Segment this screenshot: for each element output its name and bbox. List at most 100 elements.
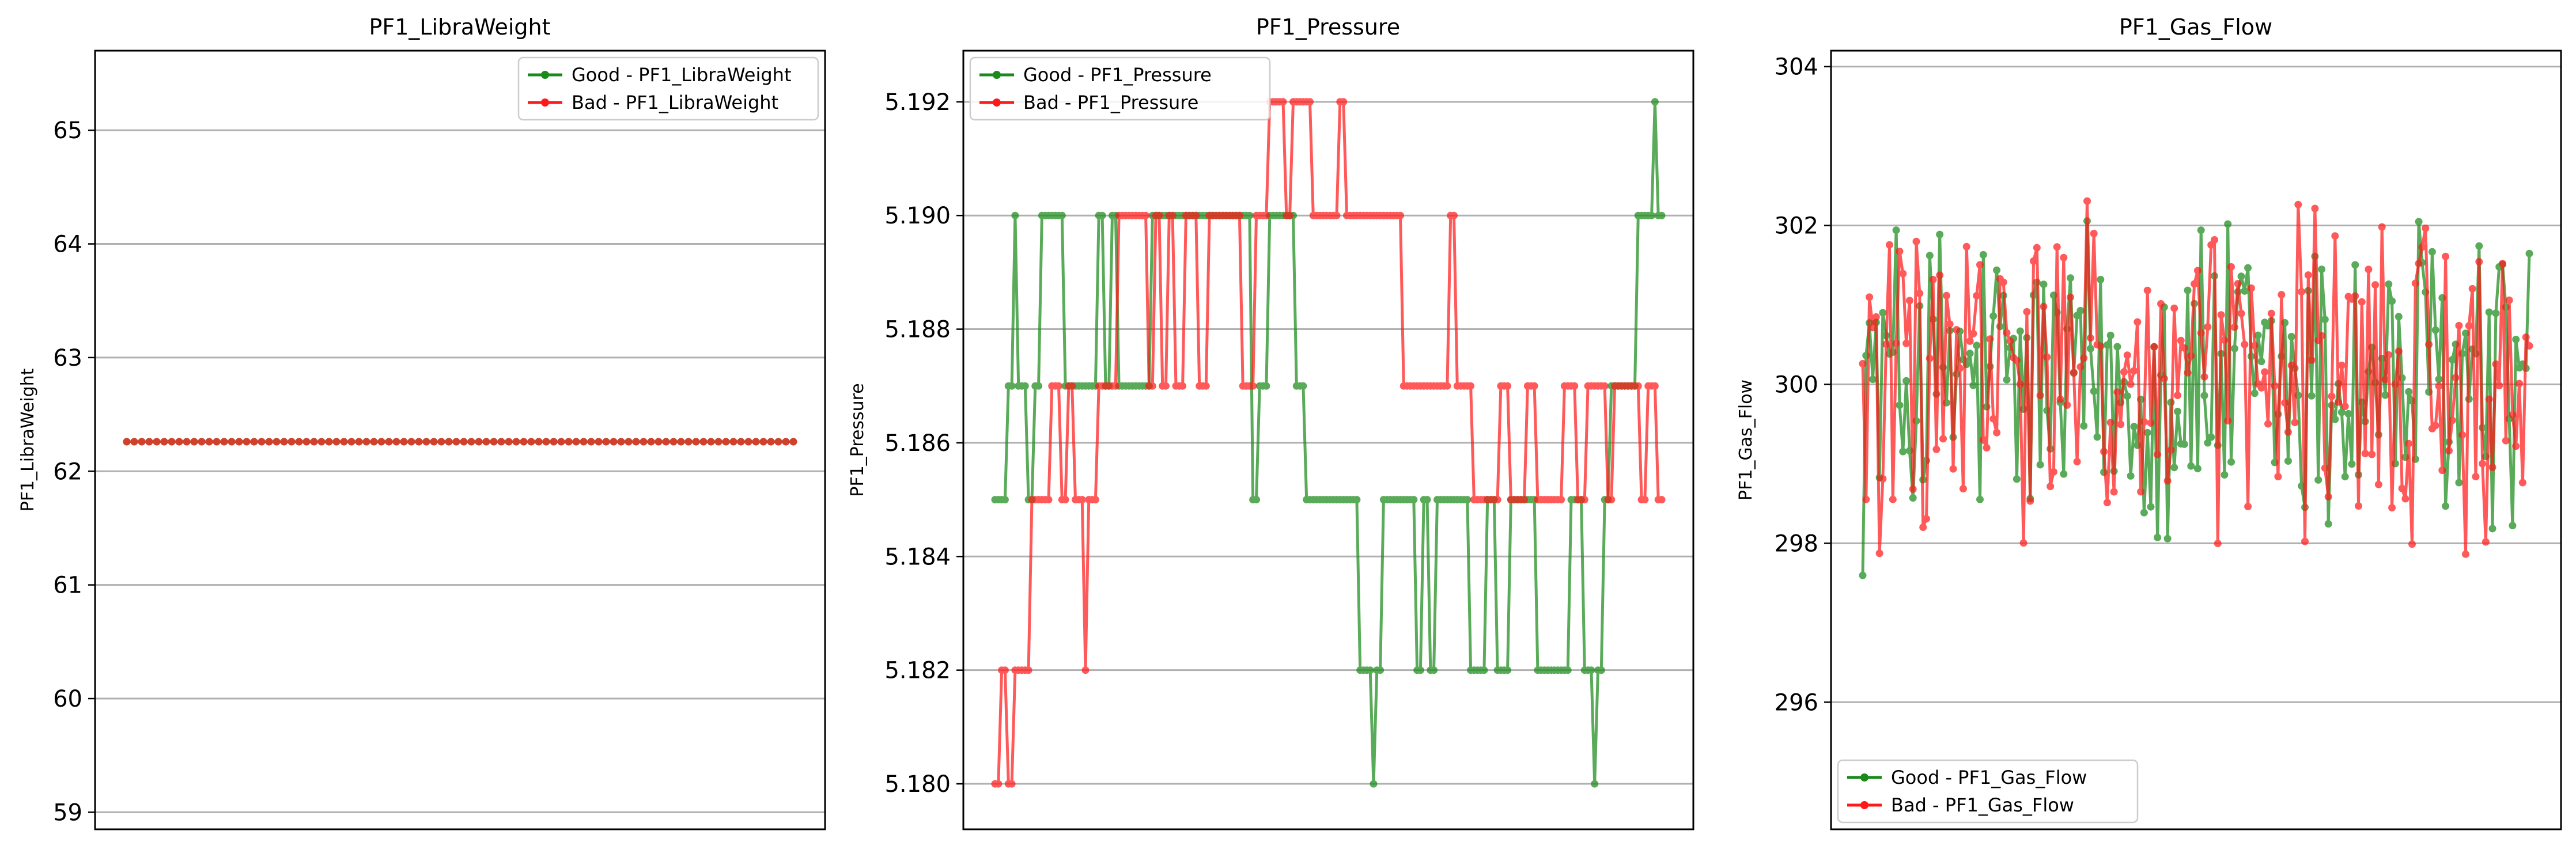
data-point bbox=[1875, 549, 1883, 557]
data-point bbox=[1879, 475, 1887, 483]
data-point bbox=[1979, 436, 1987, 444]
data-point bbox=[1366, 666, 1374, 674]
data-point bbox=[243, 438, 251, 446]
data-point bbox=[2076, 306, 2085, 314]
data-point bbox=[2080, 354, 2088, 362]
data-point bbox=[175, 438, 183, 446]
data-point bbox=[190, 438, 198, 446]
data-point bbox=[1192, 211, 1200, 219]
y-tick-label: 65 bbox=[53, 117, 82, 144]
data-point bbox=[2509, 522, 2517, 530]
data-point bbox=[2442, 502, 2450, 510]
data-point bbox=[2475, 242, 2483, 250]
data-point bbox=[347, 438, 355, 446]
data-point bbox=[2324, 493, 2332, 501]
data-point bbox=[2525, 342, 2533, 350]
data-point bbox=[2244, 264, 2252, 272]
data-point bbox=[1902, 339, 1911, 347]
data-point bbox=[220, 438, 228, 446]
data-point bbox=[1936, 230, 1944, 238]
data-point bbox=[2123, 392, 2131, 400]
data-point bbox=[2200, 373, 2208, 381]
data-point bbox=[699, 438, 708, 446]
data-point bbox=[1587, 666, 1595, 674]
data-point bbox=[2485, 395, 2493, 403]
data-point bbox=[2398, 484, 2406, 492]
data-point bbox=[2395, 313, 2403, 321]
y-tick-label: 5.182 bbox=[884, 658, 951, 684]
y-tick-label: 5.186 bbox=[884, 430, 951, 457]
data-point bbox=[2415, 260, 2423, 268]
data-point bbox=[692, 438, 700, 446]
data-point bbox=[1235, 211, 1243, 219]
data-point bbox=[1376, 666, 1385, 674]
data-point bbox=[2056, 395, 2064, 403]
data-point bbox=[2147, 503, 2155, 511]
data-point bbox=[415, 438, 423, 446]
data-point bbox=[1976, 495, 1984, 503]
data-point bbox=[2284, 457, 2292, 465]
data-point bbox=[2023, 308, 2031, 316]
data-point bbox=[2505, 296, 2513, 304]
data-point bbox=[138, 438, 146, 446]
data-point bbox=[550, 438, 558, 446]
data-point bbox=[1098, 211, 1106, 219]
series-bad bbox=[123, 438, 797, 446]
data-point bbox=[2040, 280, 2048, 289]
data-point bbox=[2207, 433, 2215, 441]
data-point bbox=[385, 438, 393, 446]
data-point bbox=[1936, 271, 1944, 279]
data-point bbox=[2335, 398, 2343, 406]
data-point bbox=[1504, 666, 1512, 674]
data-point bbox=[1397, 211, 1404, 219]
data-point bbox=[1902, 377, 1911, 385]
data-point bbox=[2053, 243, 2061, 251]
data-point bbox=[1450, 211, 1458, 219]
data-point bbox=[2103, 499, 2111, 507]
data-point bbox=[1899, 447, 1907, 456]
data-point bbox=[2388, 297, 2396, 305]
data-point bbox=[168, 438, 176, 446]
data-point bbox=[1286, 211, 1294, 219]
data-point bbox=[1333, 211, 1341, 219]
data-point bbox=[1859, 571, 1867, 579]
data-point bbox=[1966, 337, 1974, 345]
data-point bbox=[1859, 360, 1867, 367]
data-point bbox=[1956, 365, 1964, 373]
data-point bbox=[2405, 388, 2413, 396]
data-point bbox=[2013, 475, 2021, 483]
y-tick-label: 59 bbox=[53, 799, 82, 826]
data-point bbox=[595, 438, 603, 446]
data-point bbox=[2174, 408, 2181, 415]
data-point bbox=[1976, 261, 1984, 269]
axes-frame bbox=[94, 50, 826, 830]
data-point bbox=[2442, 252, 2450, 260]
data-point bbox=[2298, 288, 2306, 296]
data-point bbox=[2180, 440, 2188, 448]
data-point bbox=[2160, 374, 2168, 382]
data-point bbox=[2492, 360, 2500, 368]
data-point bbox=[1926, 354, 1934, 362]
y-axis-label: PF1_Pressure bbox=[848, 383, 868, 497]
data-point bbox=[2163, 534, 2172, 542]
data-point bbox=[295, 438, 303, 446]
data-point bbox=[2174, 392, 2181, 399]
data-point bbox=[2193, 267, 2201, 275]
data-point bbox=[1299, 382, 1307, 390]
data-point bbox=[490, 438, 498, 446]
data-point bbox=[2230, 323, 2238, 331]
data-point bbox=[2518, 479, 2526, 487]
data-point bbox=[1896, 401, 1904, 409]
data-point bbox=[445, 438, 453, 446]
data-point bbox=[1899, 270, 1907, 278]
data-point bbox=[2431, 326, 2439, 334]
data-point bbox=[1993, 266, 2001, 274]
data-point bbox=[2448, 356, 2456, 363]
data-point bbox=[2237, 272, 2245, 280]
data-point bbox=[1353, 496, 1361, 504]
data-point bbox=[2525, 249, 2533, 257]
data-point bbox=[2036, 392, 2044, 400]
data-point bbox=[2140, 418, 2148, 426]
data-point bbox=[2241, 287, 2249, 295]
series-bad bbox=[991, 98, 1666, 788]
